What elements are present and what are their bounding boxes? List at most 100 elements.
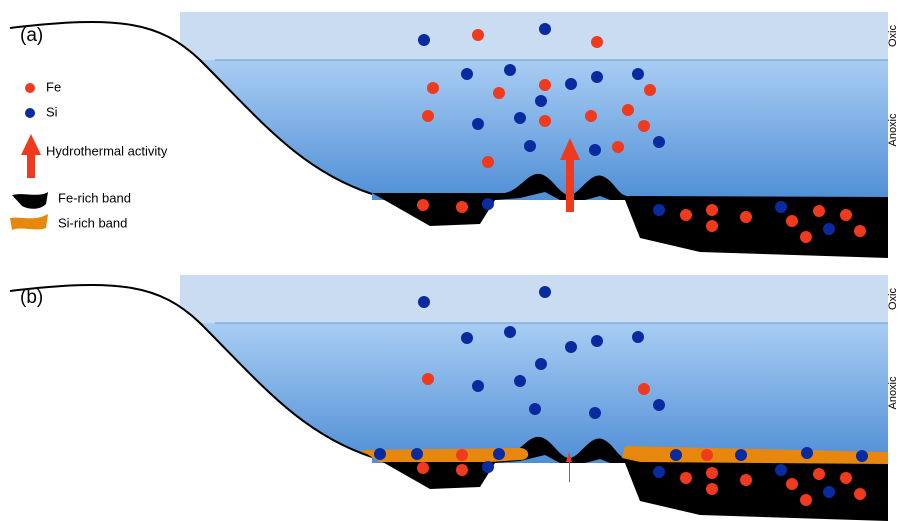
particle: [644, 84, 656, 96]
particle: [801, 447, 813, 459]
particle: [456, 449, 468, 461]
particle: [856, 450, 868, 462]
zone-label: Oxic: [887, 25, 898, 48]
particle: [417, 199, 429, 211]
particle: [680, 209, 692, 221]
particle: [813, 468, 825, 480]
legend-fe-dot: [25, 83, 35, 93]
particles: [374, 23, 868, 506]
particle: [680, 472, 692, 484]
particle: [535, 95, 547, 107]
panel-b: (b) Oxic Anoxic: [0, 272, 898, 521]
particle: [374, 448, 386, 460]
particle: [775, 464, 787, 476]
particle: [591, 335, 603, 347]
particle: [591, 71, 603, 83]
zone-label: Anoxic: [887, 113, 898, 147]
legend-label: Fe: [46, 79, 61, 94]
particle: [482, 461, 494, 473]
particle: [800, 231, 812, 243]
particle: [706, 220, 718, 232]
particle: [539, 23, 551, 35]
particle: [456, 201, 468, 213]
particle: [638, 120, 650, 132]
particle: [591, 36, 603, 48]
particle: [706, 467, 718, 479]
particle: [786, 215, 798, 227]
particle: [417, 462, 429, 474]
particle: [514, 112, 526, 124]
legend-label: Fe-rich band: [58, 190, 131, 205]
particle: [653, 136, 665, 148]
particle: [524, 140, 536, 152]
particle: [632, 68, 644, 80]
particle: [472, 29, 484, 41]
particle: [854, 225, 866, 237]
particle: [461, 68, 473, 80]
particle: [427, 82, 439, 94]
particle: [800, 494, 812, 506]
particle: [813, 205, 825, 217]
particle: [482, 198, 494, 210]
particle: [854, 488, 866, 500]
particle: [670, 449, 682, 461]
particle: [418, 296, 430, 308]
particle: [472, 380, 484, 392]
particle: [840, 209, 852, 221]
legend-si-dot: [25, 108, 35, 118]
panel-a: (a) Oxic Anoxic: [0, 9, 898, 263]
particle: [706, 204, 718, 216]
panel-label: (b): [20, 287, 43, 308]
particle: [514, 375, 526, 387]
particle: [422, 110, 434, 122]
legend-label: Si-rich band: [58, 215, 127, 230]
particle: [740, 211, 752, 223]
particle: [539, 286, 551, 298]
particle: [653, 399, 665, 411]
particle: [632, 331, 644, 343]
particle: [422, 373, 434, 385]
particle: [493, 448, 505, 460]
particle: [565, 78, 577, 90]
particle: [504, 326, 516, 338]
legend-arrow: [21, 134, 41, 178]
particle: [823, 223, 835, 235]
particle: [461, 332, 473, 344]
particle: [589, 407, 601, 419]
particle: [622, 104, 634, 116]
particle: [539, 115, 551, 127]
particle: [504, 64, 516, 76]
particle: [612, 141, 624, 153]
legend-label: Hydrothermal activity: [46, 143, 168, 158]
particle: [840, 472, 852, 484]
particle: [539, 79, 551, 91]
panel-label: (a): [20, 25, 43, 46]
legend-fe-band: [12, 192, 48, 209]
hydrothermal-arrow: [560, 138, 580, 212]
particle: [653, 466, 665, 478]
particle: [740, 474, 752, 486]
particle: [456, 464, 468, 476]
particle: [589, 144, 601, 156]
particle: [775, 201, 787, 213]
legend: Fe Si Hydrothermal activity Fe-rich band…: [10, 79, 168, 230]
particle: [529, 403, 541, 415]
particle: [565, 341, 577, 353]
hydrothermal-arrow: [566, 452, 572, 482]
particle: [706, 483, 718, 495]
zone-label: Anoxic: [887, 376, 898, 410]
particle: [418, 34, 430, 46]
legend-label: Si: [46, 104, 58, 119]
particle: [638, 383, 650, 395]
legend-si-band: [10, 214, 48, 230]
particle: [472, 118, 484, 130]
particle: [482, 156, 494, 168]
particle: [735, 449, 747, 461]
particle: [535, 358, 547, 370]
particle: [411, 448, 423, 460]
particle: [823, 486, 835, 498]
particle: [585, 110, 597, 122]
particle: [786, 478, 798, 490]
particle: [493, 87, 505, 99]
